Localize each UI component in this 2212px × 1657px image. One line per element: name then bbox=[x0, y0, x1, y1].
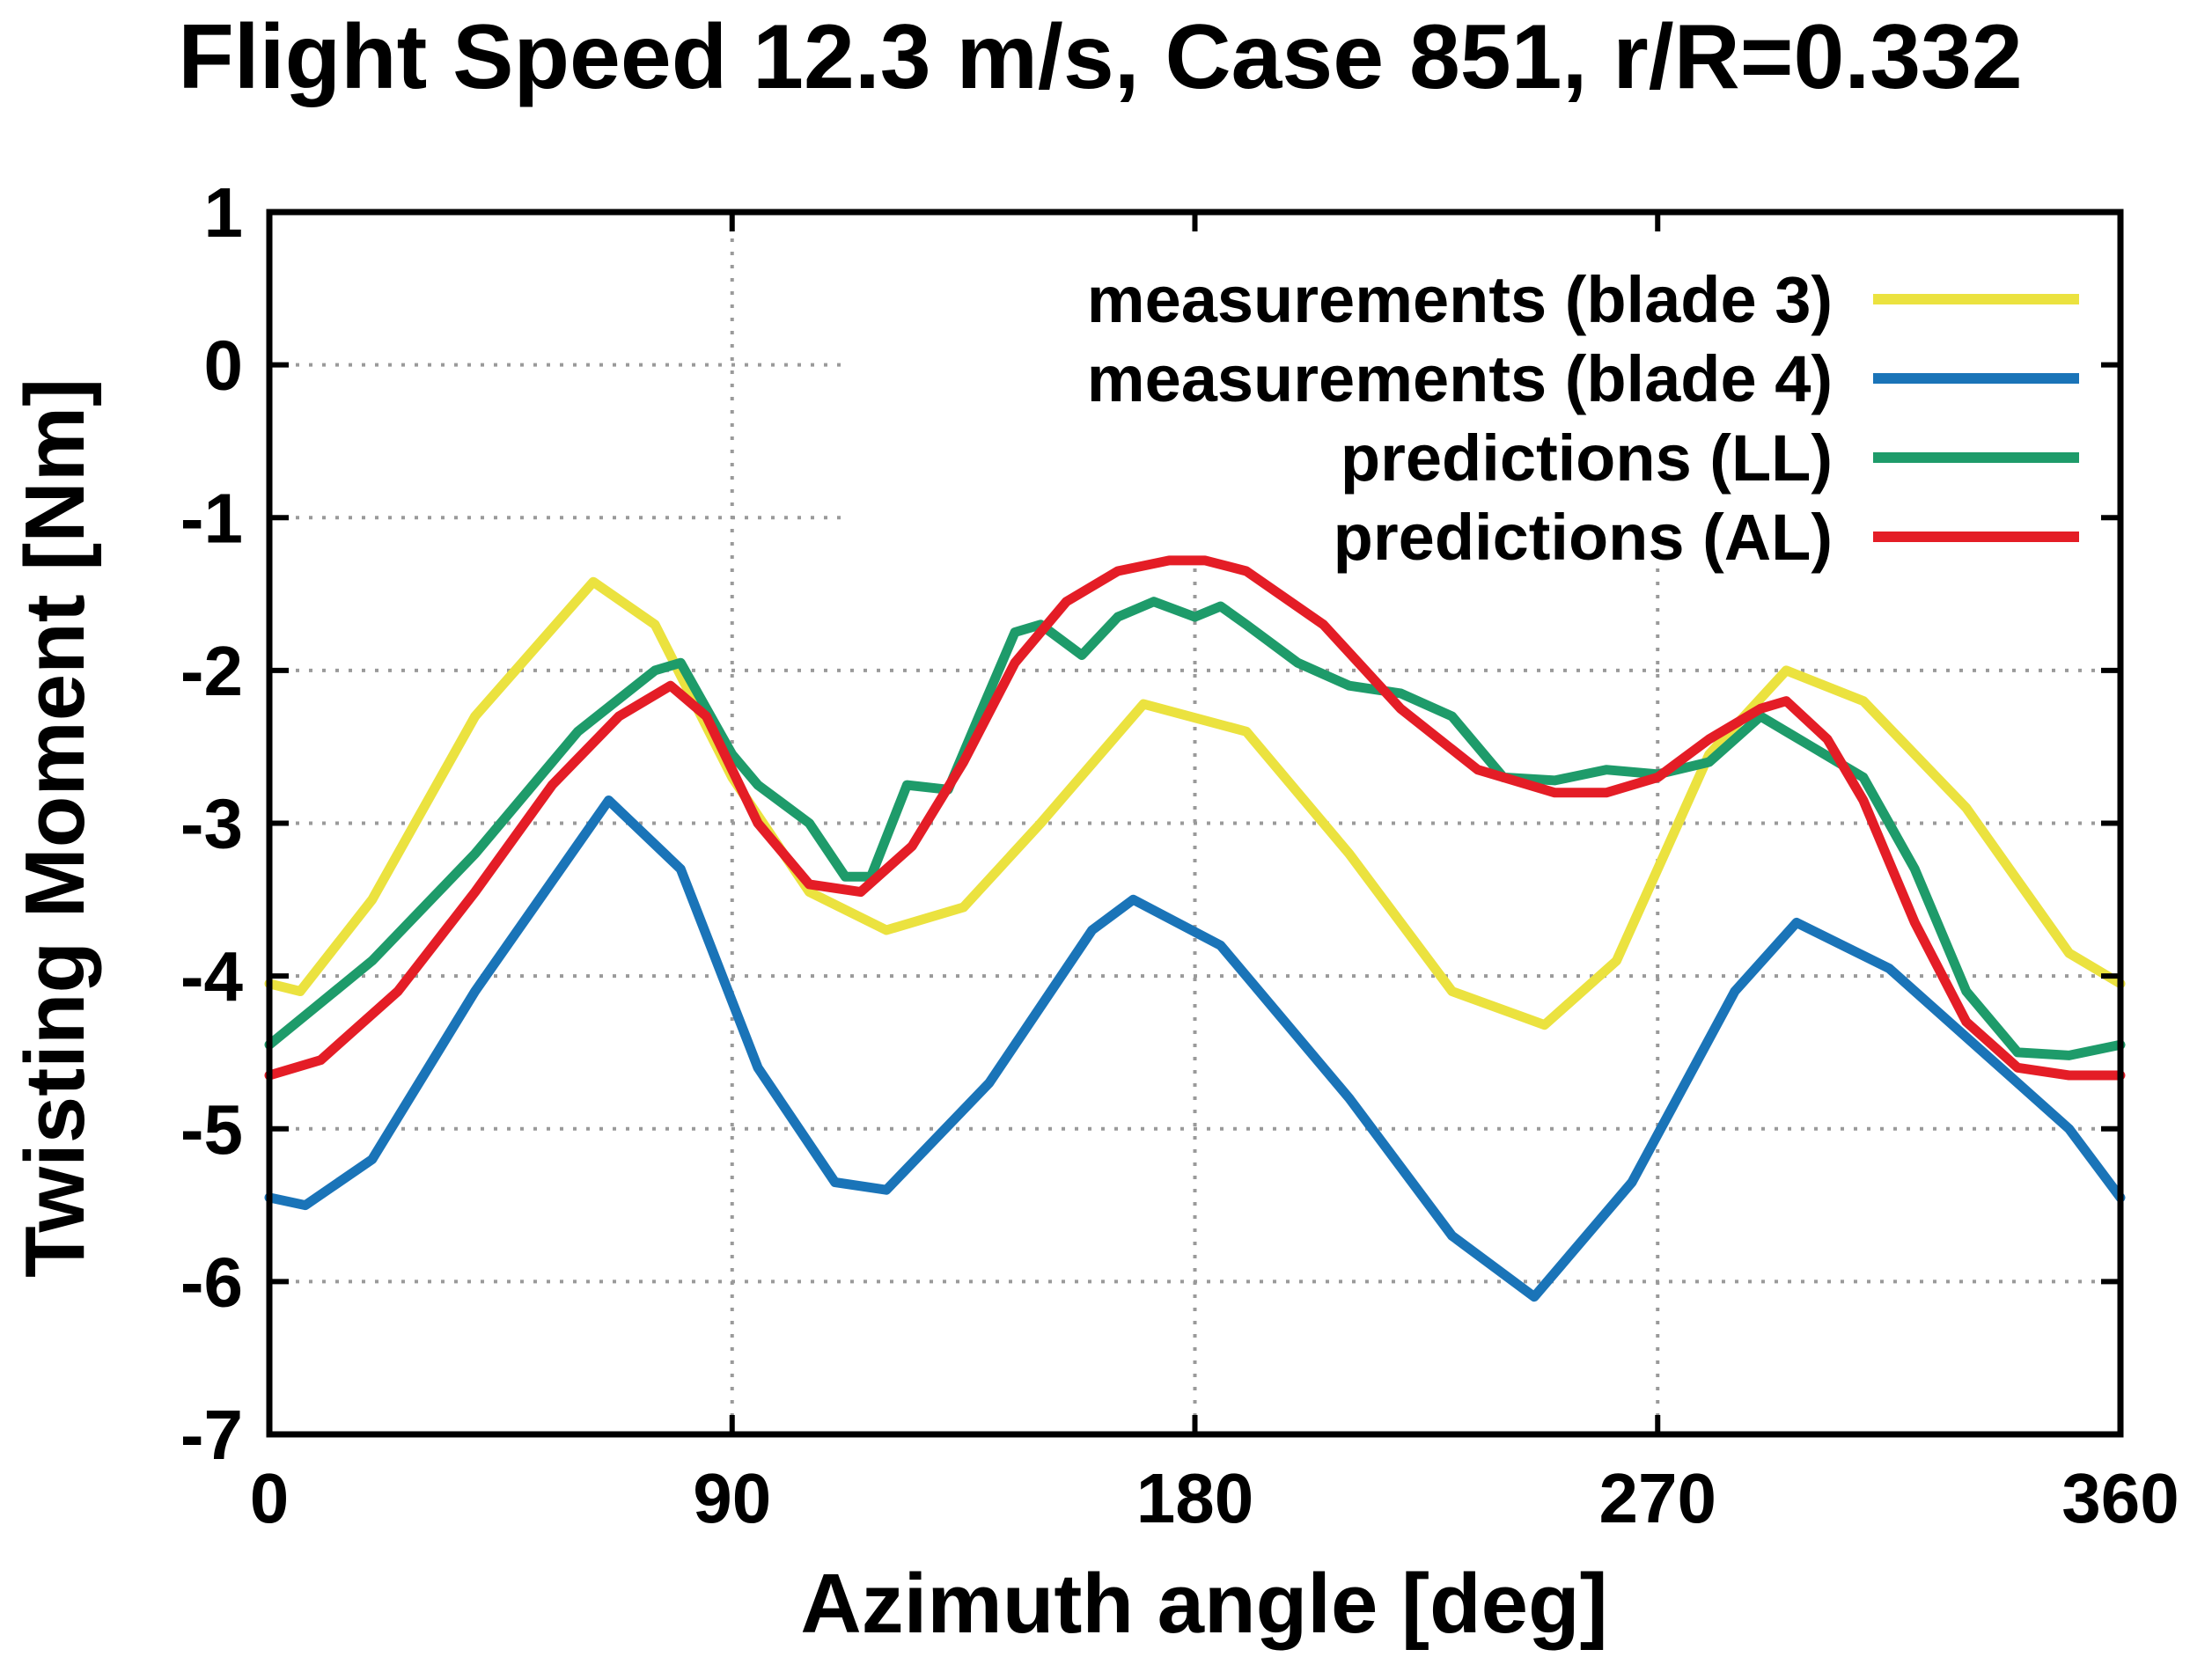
y-tick-label: 1 bbox=[204, 173, 244, 252]
y-axis-label: Twisting Moment [Nm] bbox=[8, 378, 102, 1278]
series-group bbox=[264, 555, 2126, 1302]
x-axis-label: Azimuth angle [deg] bbox=[800, 1557, 1607, 1651]
series-line bbox=[264, 555, 2126, 1081]
chart-title: Flight Speed 12.3 m/s, Case 851, r/R=0.3… bbox=[178, 6, 2023, 108]
x-tick-label: 90 bbox=[693, 1459, 771, 1537]
legend-label: predictions (AL) bbox=[1334, 501, 1833, 574]
x-tick-label: 360 bbox=[2061, 1459, 2179, 1537]
y-tick-label: -1 bbox=[180, 479, 243, 557]
y-tick-label: -3 bbox=[180, 785, 243, 863]
ticks: 0 90 180 270 360 1 0 -1 -2 -3 -4 -5 -6 -7 bbox=[180, 173, 2179, 1537]
y-tick-label: -6 bbox=[180, 1243, 243, 1321]
y-tick-label: -4 bbox=[180, 937, 244, 1015]
legend: measurements (blade 3)measurements (blad… bbox=[845, 231, 2113, 574]
legend-label: measurements (blade 3) bbox=[1087, 263, 1833, 336]
series-line bbox=[264, 597, 2126, 1060]
series-line bbox=[264, 796, 2126, 1302]
legend-background bbox=[845, 231, 2113, 567]
legend-label: predictions (LL) bbox=[1341, 422, 1833, 495]
legend-label: measurements (blade 4) bbox=[1087, 342, 1833, 415]
x-tick-label: 270 bbox=[1599, 1459, 1716, 1537]
y-tick-label: -2 bbox=[180, 632, 243, 710]
x-tick-label: 0 bbox=[250, 1459, 290, 1537]
y-tick-label: -5 bbox=[180, 1090, 243, 1169]
series-line bbox=[264, 576, 2126, 1030]
y-tick-label: 0 bbox=[204, 326, 244, 405]
y-tick-label: -7 bbox=[180, 1396, 243, 1474]
x-tick-label: 180 bbox=[1136, 1459, 1253, 1537]
